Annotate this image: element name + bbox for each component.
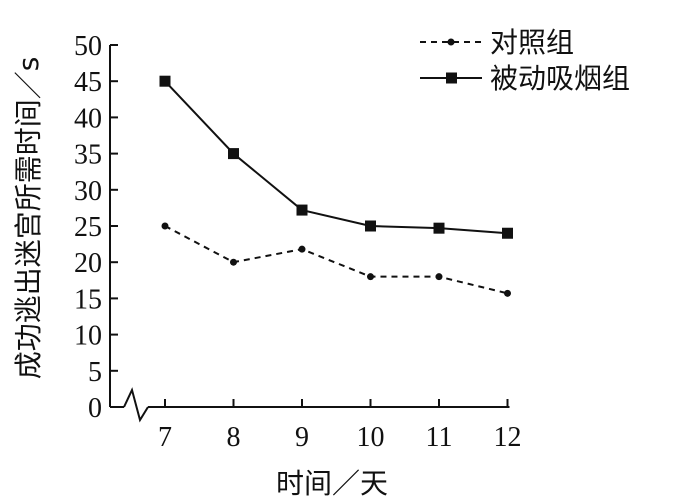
- y-axis-title: 成功逃出迷宫所需时间／s: [12, 57, 45, 380]
- legend-label: 对照组: [490, 26, 574, 59]
- data-point-square: [296, 204, 308, 216]
- series-group: [159, 75, 513, 297]
- data-point-square: [228, 148, 239, 160]
- y-tick-label: 5: [88, 357, 102, 388]
- data-point-square: [365, 220, 376, 232]
- x-tick-label: 8: [227, 422, 241, 453]
- data-point-square: [502, 227, 513, 239]
- y-tick-label: 0: [88, 393, 102, 424]
- data-point-circle: [367, 273, 374, 281]
- series-line-smoking: [164, 80, 508, 235]
- data-point-square: [159, 75, 171, 87]
- data-point-square: [433, 222, 445, 234]
- y-tick-label: 35: [74, 140, 102, 171]
- legend-label: 被动吸烟组: [490, 62, 630, 95]
- data-point-circle: [161, 222, 169, 230]
- y-tick-label: 10: [74, 321, 102, 352]
- x-tick-label: 12: [494, 422, 522, 453]
- x-axis-title: 时间／天: [276, 467, 388, 500]
- y-tick-label: 50: [74, 31, 102, 62]
- data-point-circle: [435, 273, 443, 281]
- axes: [109, 45, 510, 423]
- y-tick-label: 20: [74, 248, 102, 279]
- series-line-control: [164, 225, 508, 295]
- x-axis-break: [123, 387, 149, 423]
- y-tick-label: 15: [74, 284, 102, 315]
- y-tick-label: 40: [74, 103, 102, 134]
- legend-marker-square: [446, 72, 457, 84]
- data-point-circle: [298, 245, 306, 253]
- tick-group: 0 5 10 15 20 25 30 35 40 45 50 7 8 9 10 11 12: [74, 31, 522, 453]
- x-tick-label: 7: [158, 422, 172, 453]
- x-tick-label: 10: [357, 422, 385, 453]
- x-tick-label: 11: [426, 422, 453, 453]
- y-tick-label: 45: [74, 67, 102, 98]
- legend-marker-circle: [447, 38, 455, 46]
- y-tick-label: 30: [74, 176, 102, 207]
- data-point-circle: [504, 289, 511, 297]
- y-tick-label: 25: [74, 212, 102, 243]
- data-point-circle: [230, 258, 237, 266]
- x-tick-label: 9: [295, 422, 309, 453]
